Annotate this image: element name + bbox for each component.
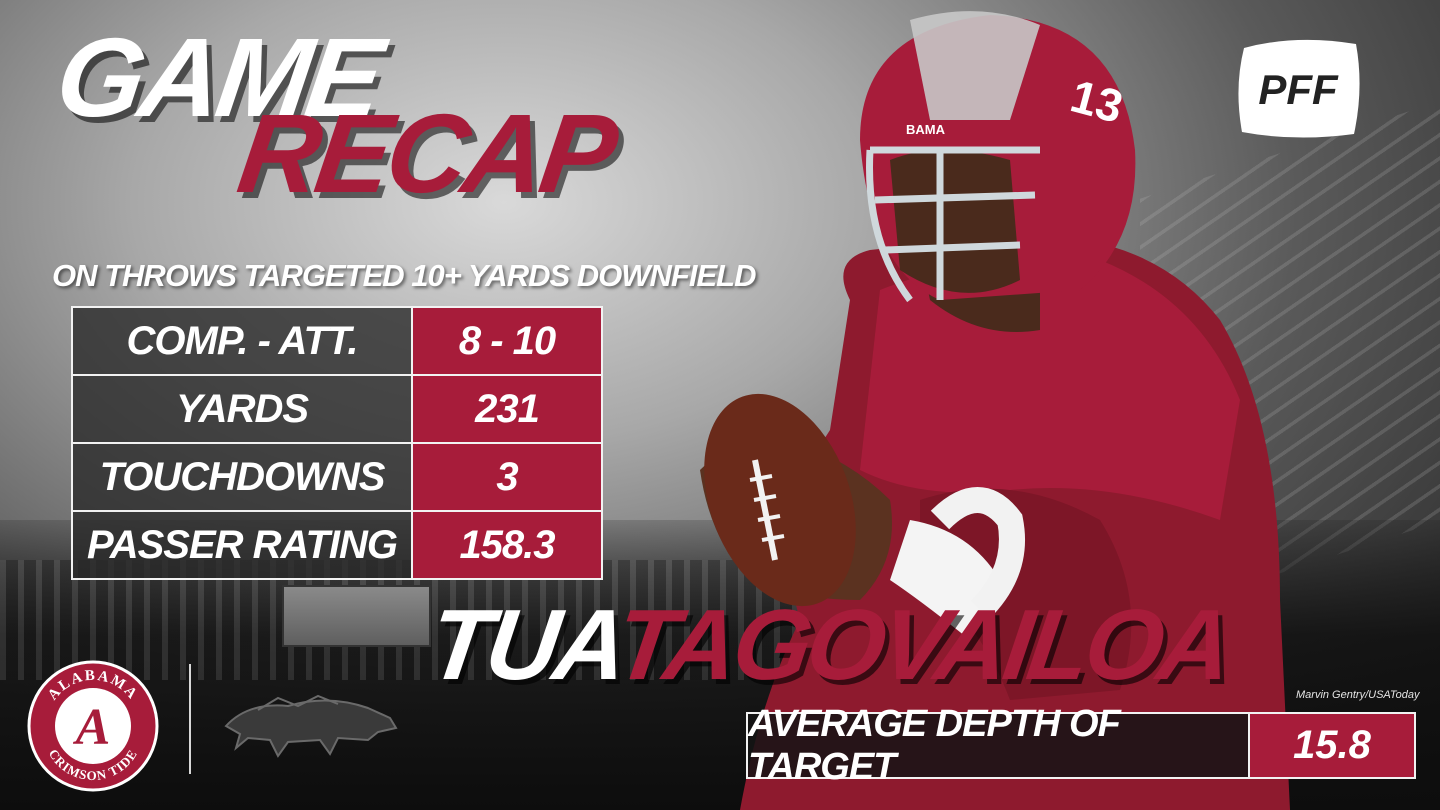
logo-divider (189, 664, 191, 774)
stat-label: TOUCHDOWNS (71, 442, 413, 512)
title-recap: RECAP (231, 91, 621, 216)
stat-value: 3 (411, 442, 603, 512)
player-last-name: TAGOVAILOA (608, 589, 1236, 701)
stat-row: COMP. - ATT. 8 - 10 (71, 306, 603, 376)
stats-table: COMP. - ATT. 8 - 10 YARDS 231 TOUCHDOWNS… (71, 306, 603, 580)
stat-value: 231 (411, 374, 603, 444)
adot-label: AVERAGE DEPTH OF TARGET (748, 703, 1248, 788)
adot-value: 15.8 (1248, 714, 1414, 777)
stadium-video-board (282, 585, 431, 647)
stat-row: YARDS 231 (71, 374, 603, 444)
pff-logo-icon: PFF (1238, 39, 1360, 138)
player-first-name: TUA (422, 589, 624, 701)
razorback-hog-icon (224, 694, 398, 758)
player-photo: 13 BAMA (700, 11, 1290, 810)
stat-label: PASSER RATING (71, 510, 413, 580)
subtitle: ON THROWS TARGETED 10+ YARDS DOWNFIELD (52, 258, 756, 293)
stat-label: COMP. - ATT. (71, 306, 413, 376)
alabama-logo-icon: ALABAMA CRIMSON TIDE A (27, 660, 159, 792)
photo-credit: Marvin Gentry/USAToday (1296, 689, 1420, 701)
stat-label: YARDS (71, 374, 413, 444)
pff-logo-text: PFF (1258, 66, 1339, 113)
stat-value: 158.3 (411, 510, 603, 580)
stat-row: TOUCHDOWNS 3 (71, 442, 603, 512)
player-name: TUATAGOVAILOA (422, 589, 1236, 701)
alabama-letter: A (73, 699, 111, 756)
stat-row: PASSER RATING 158.3 (71, 510, 603, 580)
stat-value: 8 - 10 (411, 306, 603, 376)
adot-box: AVERAGE DEPTH OF TARGET 15.8 (746, 703, 1416, 788)
helmet-text: BAMA (906, 122, 946, 137)
